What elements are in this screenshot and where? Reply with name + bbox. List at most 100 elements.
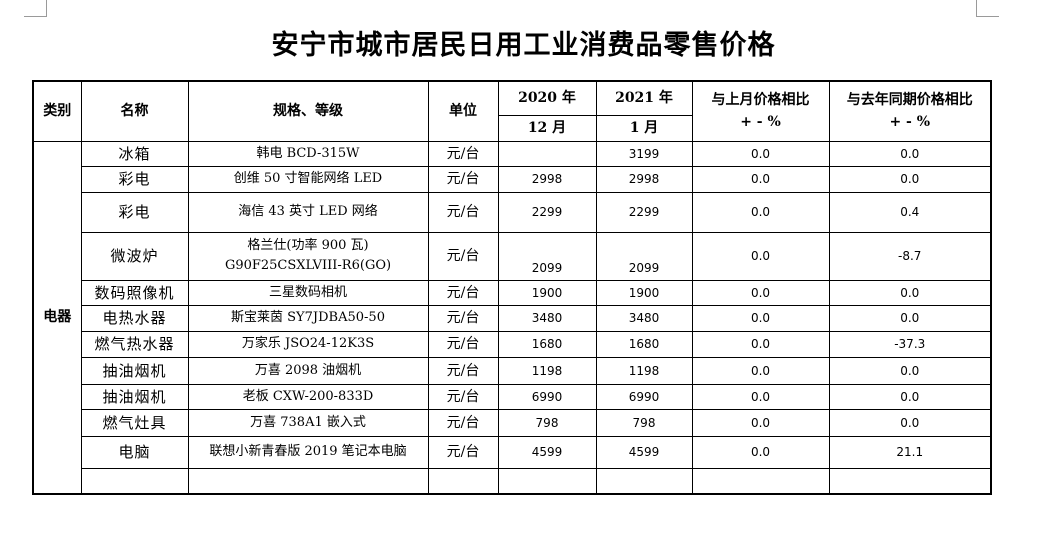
item-spec: 格兰仕(功率 900 瓦) G90F25CSXLVIII-R6(GO) bbox=[187, 231, 429, 281]
change-month-on-month: 0.0 bbox=[691, 408, 830, 437]
item-unit: 元/台 bbox=[427, 383, 499, 410]
header-month-jan: 1 月 bbox=[595, 114, 693, 142]
header-yoy-line2: + - % bbox=[889, 114, 931, 131]
price-jan-2021: 3199 bbox=[595, 140, 693, 167]
item-spec: 老板 CXW-200-833D bbox=[187, 383, 429, 410]
change-month-on-month bbox=[691, 467, 830, 495]
table-row: 彩电 海信 43 英寸 LED 网络 元/台 2299 2299 0.0 0.4 bbox=[33, 191, 992, 233]
price-dec-2020: 4599 bbox=[497, 435, 597, 469]
item-name: 燃气热水器 bbox=[80, 330, 189, 358]
price-jan-2021: 4599 bbox=[595, 435, 693, 469]
item-spec-line1: 格兰仕(功率 900 瓦) bbox=[247, 238, 369, 253]
item-spec: 万喜 738A1 嵌入式 bbox=[187, 408, 429, 437]
item-unit bbox=[427, 467, 499, 495]
price-dec-2020: 1198 bbox=[497, 356, 597, 385]
header-year-2021: 2021 年 bbox=[595, 80, 693, 116]
item-unit: 元/台 bbox=[427, 165, 499, 193]
price-dec-2020 bbox=[497, 140, 597, 167]
change-year-on-year: -37.3 bbox=[828, 330, 992, 358]
item-unit: 元/台 bbox=[427, 191, 499, 233]
item-spec: 三星数码相机 bbox=[187, 279, 429, 306]
item-name: 电热水器 bbox=[80, 304, 189, 332]
price-dec-2020: 2998 bbox=[497, 165, 597, 193]
header-row-bottom: 12 月 1 月 bbox=[33, 114, 991, 142]
price-dec-2020: 1900 bbox=[497, 279, 597, 306]
item-spec bbox=[187, 467, 429, 495]
change-month-on-month: 0.0 bbox=[691, 231, 830, 281]
header-row-top: 类别 名称 规格、等级 单位 2020 年 2021 年 与上月价格相比 + -… bbox=[32, 80, 992, 142]
price-dec-2020: 6990 bbox=[497, 383, 597, 410]
change-month-on-month: 0.0 bbox=[691, 191, 830, 233]
change-year-on-year: 0.0 bbox=[828, 356, 992, 385]
page-corner-mark-top-right bbox=[976, 0, 999, 17]
change-month-on-month: 0.0 bbox=[691, 304, 830, 332]
table-row: 电热水器 斯宝莱茵 SY7JDBA50-50 元/台 3480 3480 0.0 0.0 bbox=[33, 304, 992, 332]
change-month-on-month: 0.0 bbox=[691, 165, 830, 193]
item-unit: 元/台 bbox=[427, 231, 499, 281]
change-year-on-year: 0.4 bbox=[828, 191, 992, 233]
price-dec-2020 bbox=[497, 467, 597, 495]
item-spec: 万家乐 JSO24-12K3S bbox=[187, 330, 429, 358]
item-name: 抽油烟机 bbox=[80, 383, 189, 410]
header-month-dec: 12 月 bbox=[497, 114, 597, 142]
table-row: 数码照像机 三星数码相机 元/台 1900 1900 0.0 0.0 bbox=[33, 279, 992, 306]
change-month-on-month: 0.0 bbox=[691, 435, 830, 469]
change-month-on-month: 0.0 bbox=[691, 356, 830, 385]
table-row: 电脑 联想小新青春版 2019 笔记本电脑 元/台 4599 4599 0.0 21.1 bbox=[33, 435, 992, 469]
price-jan-2021: 6990 bbox=[595, 383, 693, 410]
change-year-on-year: 0.0 bbox=[828, 408, 992, 437]
price-jan-2021: 1900 bbox=[595, 279, 693, 306]
item-spec: 创维 50 寸智能网络 LED bbox=[187, 165, 429, 193]
price-dec-2020: 798 bbox=[497, 408, 597, 437]
price-jan-2021: 1198 bbox=[595, 356, 693, 385]
table-row bbox=[33, 467, 992, 495]
item-name: 燃气灶具 bbox=[80, 408, 189, 437]
item-unit: 元/台 bbox=[427, 279, 499, 306]
change-month-on-month: 0.0 bbox=[691, 140, 830, 167]
item-spec: 万喜 2098 油烟机 bbox=[187, 356, 429, 385]
item-spec: 韩电 BCD-315W bbox=[187, 140, 429, 167]
document-title: 安宁市城市居民日用工业消费品零售价格 bbox=[271, 30, 776, 61]
item-name: 彩电 bbox=[80, 165, 189, 193]
header-name: 名称 bbox=[80, 80, 189, 142]
header-month-on-month: 与上月价格相比 + - % bbox=[691, 80, 830, 142]
price-dec-2020: 3480 bbox=[497, 304, 597, 332]
header-mom-line2: + - % bbox=[740, 114, 781, 131]
price-jan-2021: 2998 bbox=[595, 165, 693, 193]
item-spec-line2: G90F25CSXLVIII-R6(GO) bbox=[224, 258, 392, 273]
table-row: 抽油烟机 万喜 2098 油烟机 元/台 1198 1198 0.0 0.0 bbox=[33, 356, 992, 385]
item-name: 彩电 bbox=[80, 191, 189, 233]
item-unit: 元/台 bbox=[427, 408, 499, 437]
change-year-on-year: 0.0 bbox=[828, 304, 992, 332]
price-jan-2021: 3480 bbox=[595, 304, 693, 332]
price-dec-2020: 1680 bbox=[497, 330, 597, 358]
item-unit: 元/台 bbox=[427, 356, 499, 385]
change-year-on-year: 0.0 bbox=[828, 140, 992, 167]
price-dec-2020: 2299 bbox=[497, 191, 597, 233]
item-spec: 斯宝莱茵 SY7JDBA50-50 bbox=[187, 304, 429, 332]
change-year-on-year: -8.7 bbox=[828, 231, 992, 281]
change-month-on-month: 0.0 bbox=[691, 383, 830, 410]
price-dec-2020: 2099 bbox=[497, 231, 597, 281]
header-yoy-line1: 与去年同期价格相比 bbox=[846, 92, 973, 109]
change-year-on-year: 0.0 bbox=[828, 279, 992, 306]
change-year-on-year: 0.0 bbox=[828, 383, 992, 410]
price-jan-2021: 2299 bbox=[595, 191, 693, 233]
header-year-on-year: 与去年同期价格相比 + - % bbox=[828, 80, 992, 142]
table-row: 彩电 创维 50 寸智能网络 LED 元/台 2998 2998 0.0 0.0 bbox=[33, 165, 992, 193]
item-spec: 海信 43 英寸 LED 网络 bbox=[187, 191, 429, 233]
change-year-on-year: 21.1 bbox=[828, 435, 992, 469]
table-row: 燃气热水器 万家乐 JSO24-12K3S 元/台 1680 1680 0.0 -37.3 bbox=[33, 330, 992, 358]
item-name: 数码照像机 bbox=[80, 279, 189, 306]
change-month-on-month: 0.0 bbox=[691, 330, 830, 358]
table-row: 电器 冰箱 韩电 BCD-315W 元/台 3199 0.0 0.0 bbox=[32, 140, 992, 495]
change-year-on-year bbox=[828, 467, 992, 495]
price-table: 类别 名称 规格、等级 单位 2020 年 2021 年 与上月价格相比 + -… bbox=[32, 80, 992, 495]
item-unit: 元/台 bbox=[427, 435, 499, 469]
item-name bbox=[80, 467, 189, 495]
item-name: 微波炉 bbox=[80, 231, 189, 281]
price-jan-2021 bbox=[595, 467, 693, 495]
item-unit: 元/台 bbox=[427, 304, 499, 332]
header-unit: 单位 bbox=[427, 80, 499, 142]
header-mom-line1: 与上月价格相比 bbox=[711, 92, 810, 109]
